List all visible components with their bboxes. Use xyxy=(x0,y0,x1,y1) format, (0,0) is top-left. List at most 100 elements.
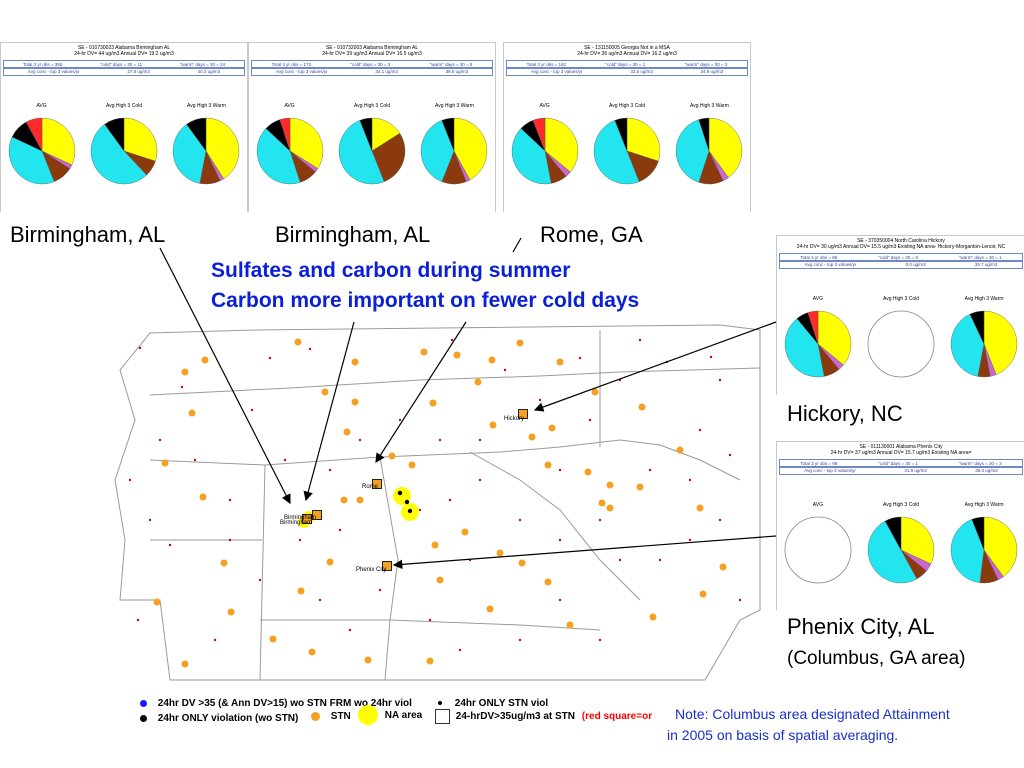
stat-text: 34.8 ug/m3 xyxy=(700,69,724,74)
panel-subtitle: 24-hr DV= 37 ug/m3 Annual DV= 15.7 ug/m3… xyxy=(830,450,972,456)
frm-site xyxy=(228,498,232,502)
stat-text: Avg conc - top 3 values/yr xyxy=(804,468,856,473)
stn-site xyxy=(199,493,207,501)
pie-label: Avg High 3 Warm xyxy=(964,502,1004,508)
legend-yellow-dot xyxy=(358,705,378,725)
stn-site xyxy=(326,558,334,566)
stat-text: "warm" days = 30 = 2 xyxy=(684,62,728,67)
stn-site xyxy=(606,504,614,512)
frm-site xyxy=(128,478,132,482)
frm-site xyxy=(688,478,692,482)
stat-text: Total 3 yr obs = 355 xyxy=(22,62,63,67)
pie-chart xyxy=(593,117,661,185)
frm-site xyxy=(658,558,662,562)
frm-site xyxy=(718,378,722,382)
stn-site xyxy=(351,358,359,366)
stat-text: Avg conc - top 3 values/yr xyxy=(530,69,583,74)
frm-site xyxy=(738,598,742,602)
stn-site xyxy=(489,421,497,429)
stn-site xyxy=(696,504,704,512)
frm-site xyxy=(378,588,382,592)
pie-slice-sulfate xyxy=(900,516,935,565)
frm-site xyxy=(558,598,562,602)
frm-site xyxy=(180,385,184,389)
frm-site xyxy=(148,518,152,522)
frm-site xyxy=(698,428,702,432)
panel-title: SE - 131150005 Georgia Not in a MSA xyxy=(584,45,670,51)
label-band-hickory xyxy=(776,395,1024,427)
stat-text: Avg conc - top 3 values/yr xyxy=(27,69,80,74)
pie-slice-organic xyxy=(90,124,147,185)
stn-site xyxy=(161,459,169,467)
stn-site xyxy=(188,409,196,417)
panel-header: SE - 010732003 Alabama Birmingham AL 24-h… xyxy=(249,43,495,62)
city-label-phenix-city: Phenix City, AL xyxy=(787,614,935,639)
pie-chart xyxy=(90,117,158,185)
panel-header: SE - 010730023 Alabama Birmingham AL 24-h… xyxy=(1,43,247,62)
pie-slice-nitrate xyxy=(25,117,42,152)
frm-site xyxy=(358,438,362,442)
legend-item-4: STN xyxy=(330,711,351,722)
stn-site xyxy=(598,499,606,507)
pie-label: Avg High 3 Warm xyxy=(964,296,1004,302)
frm-site xyxy=(318,598,322,602)
panel-stat-row: Avg conc - top 3 values/yr 32.6 ug/m3 34.8… xyxy=(506,67,748,76)
frm-site xyxy=(709,355,713,359)
pie-slice-sulfate xyxy=(41,117,75,166)
city-label-birmingham-2: Birmingham, AL xyxy=(275,222,431,247)
city-label-phenix-sub: (Columbus, GA area) xyxy=(787,648,966,669)
stat-text: 0.0 ug/m3 xyxy=(905,262,926,267)
pie-label: AVG xyxy=(812,502,823,508)
frm-site xyxy=(503,368,507,372)
frm-site xyxy=(518,638,522,642)
panel-header: SE - 131150005 Georgia Not in a MSA 24-hr… xyxy=(504,43,750,62)
frm-site xyxy=(168,543,172,547)
frm-site xyxy=(213,638,217,642)
stn-site xyxy=(638,403,646,411)
site-square-phenix xyxy=(382,561,392,571)
stn-site xyxy=(420,348,428,356)
frm-site xyxy=(618,378,622,382)
stat-text: 40.3 ug/m3 xyxy=(197,69,221,74)
panel-stat-row: Total 3 yr obs = 99 "cold" days = 30 = 1 "… xyxy=(779,459,1023,468)
stat-text: 35.7 ug/m3 xyxy=(974,262,998,267)
frm-site xyxy=(478,478,482,482)
legend-item-6-red: (red square=or xyxy=(581,711,653,723)
pie-slice-crustal xyxy=(371,133,406,182)
pie-slice-organic xyxy=(338,120,385,185)
stn-site xyxy=(544,578,552,586)
pie-slice-organic xyxy=(950,519,985,583)
pie-label: AVG xyxy=(812,296,823,302)
pie-label: AVG xyxy=(539,103,550,109)
site-markers xyxy=(128,338,742,668)
panel-title: SE - 010732003 Alabama Birmingham AL xyxy=(325,45,419,51)
legend-item-3: 24hr ONLY violation (wo STN) xyxy=(157,713,299,724)
stat-text: "warm" days = 30 = 1 xyxy=(958,255,1002,260)
pie-label: AVG xyxy=(284,103,295,109)
stat-text: "cold" days = 30 = 3 xyxy=(350,62,391,67)
headline-line-2: Carbon more important on fewer cold days xyxy=(211,289,640,312)
frm-site xyxy=(138,346,142,350)
stn-site xyxy=(461,528,469,536)
state-boundaries xyxy=(114,324,761,681)
pie-slice-sulfate xyxy=(817,310,852,366)
panel-header: SE - 011130001 Alabama Phenix City 24-hr … xyxy=(777,442,1024,461)
frm-site xyxy=(458,648,462,652)
panel-title: SE - 011130001 Alabama Phenix City xyxy=(859,444,943,450)
stat-text: 38.5 ug/m3 xyxy=(445,69,469,74)
chart-panel-phenix-city: SE - 011130001 Alabama Phenix City 24-hr … xyxy=(776,441,1024,620)
stn-site xyxy=(591,388,599,396)
frm-site xyxy=(450,338,454,342)
frm-site xyxy=(438,438,442,442)
stn-site xyxy=(220,559,228,567)
empty-pie xyxy=(784,516,852,584)
attainment-note: Note: Columbus area designated Attainmen… xyxy=(667,704,1022,746)
legend-item-1: 24hr DV >35 (& Ann DV>15) wo STN FRM wo … xyxy=(157,698,412,709)
frm-site xyxy=(598,518,602,522)
map-label-phenix: Phenix City xyxy=(356,567,387,573)
headline-line-1: Sulfates and carbon during summer xyxy=(211,259,571,282)
pie-slice-carbon xyxy=(614,117,628,152)
frm-site xyxy=(468,558,472,562)
frm-site xyxy=(268,356,272,360)
stn-site xyxy=(719,563,727,571)
